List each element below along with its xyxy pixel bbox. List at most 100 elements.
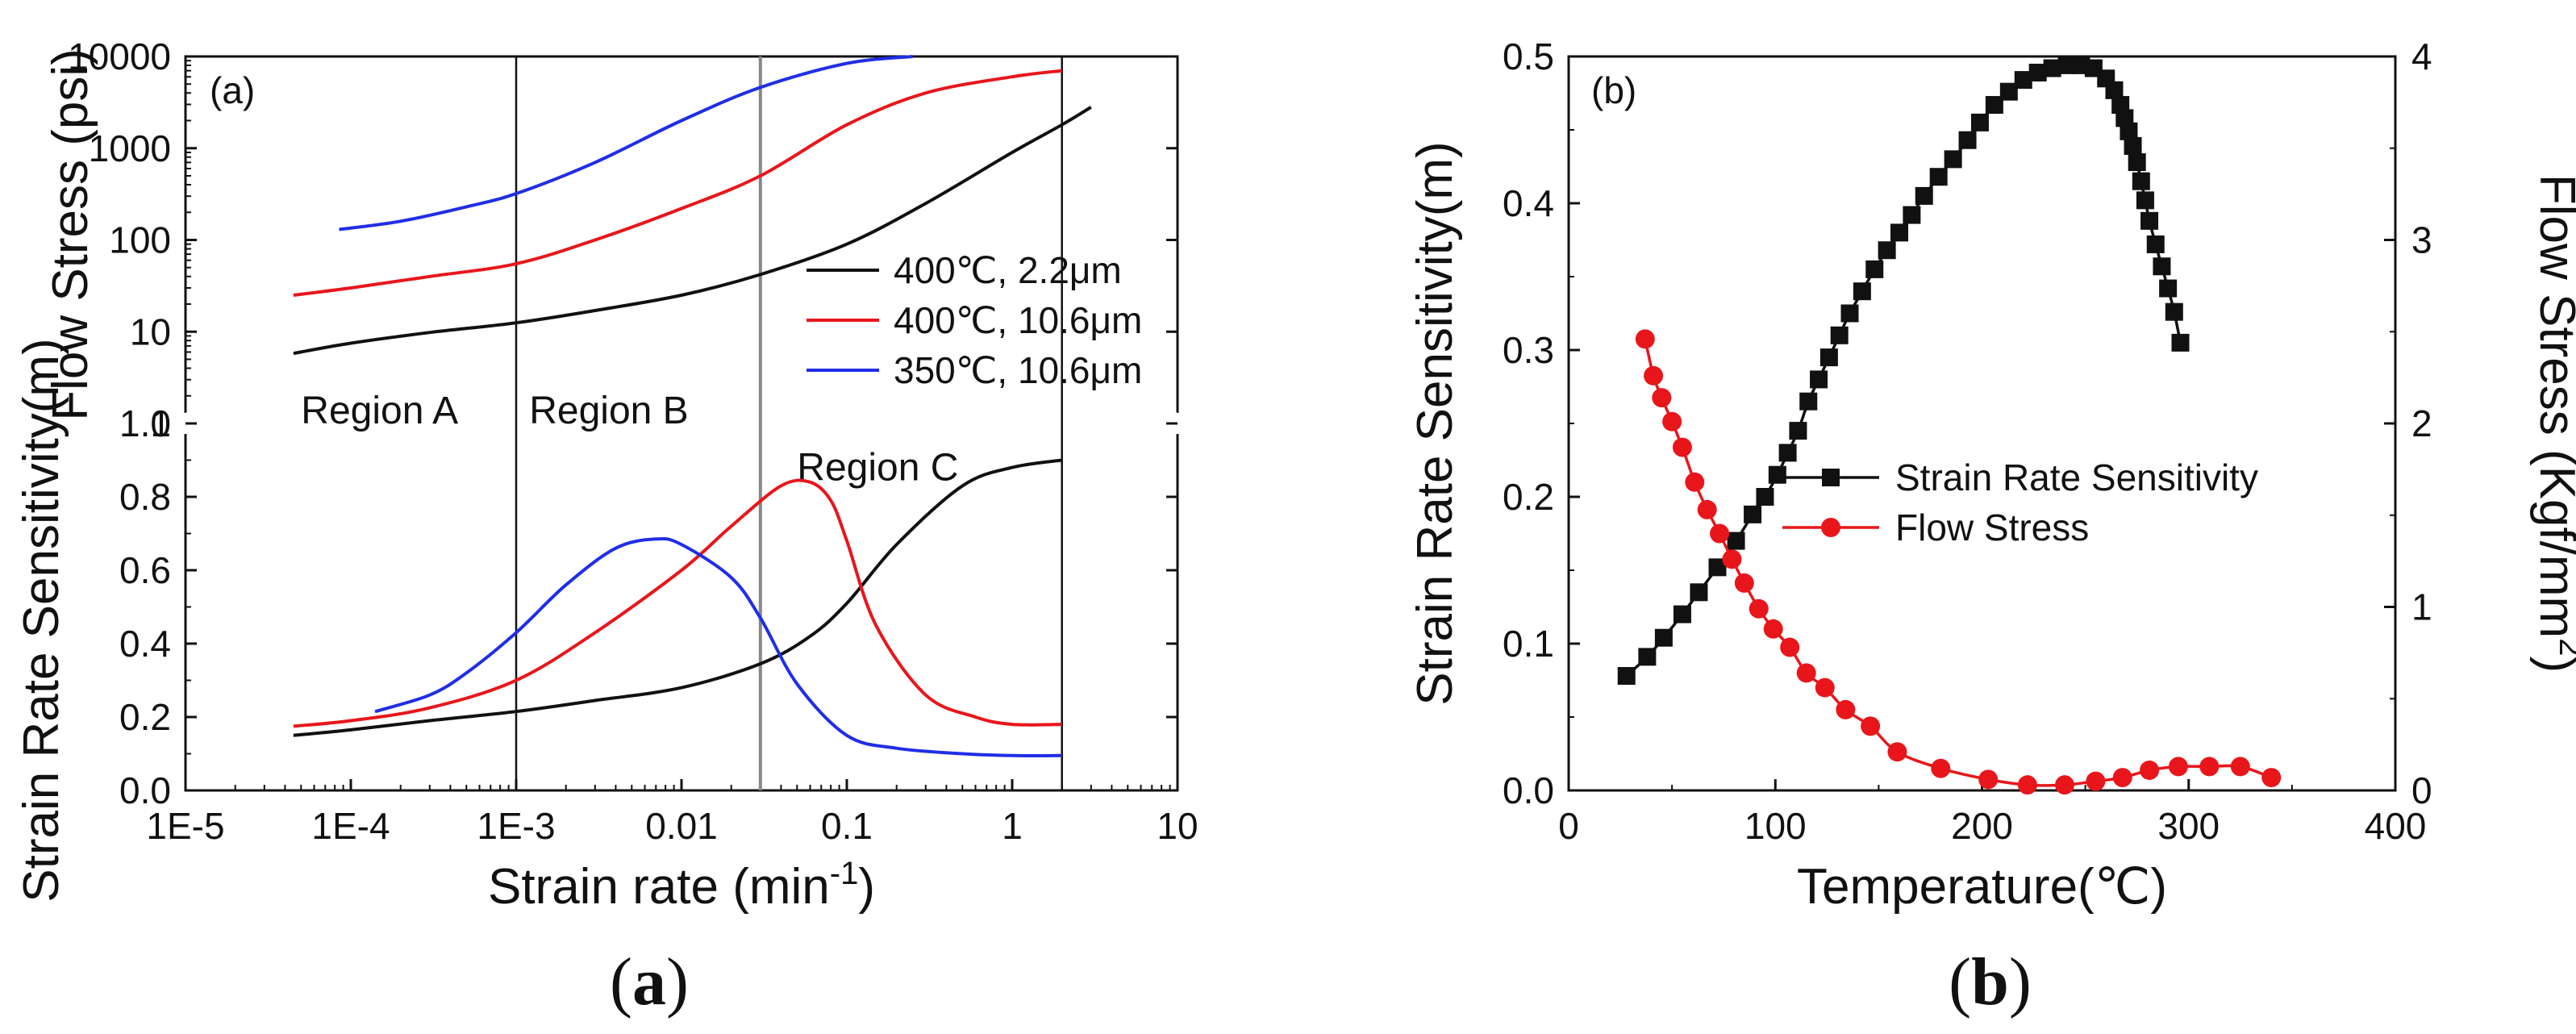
srs-point-30 (2028, 64, 2047, 82)
flow-stress-point-11 (1763, 619, 1783, 639)
legend-b-marker-0 (1822, 469, 1840, 486)
caption-a: (a) (610, 944, 689, 1019)
srs-point-16 (1840, 304, 1859, 323)
region-label-0: Region A (301, 390, 458, 432)
x-tick-label-b-4: 400 (2365, 805, 2427, 847)
right-y-axis-title-text: Flow Stress (Kgf/mm (2529, 174, 2576, 638)
flow-stress-point-5 (1685, 472, 1705, 492)
srs-point-5 (1708, 558, 1727, 577)
srs-point-28 (1999, 82, 2018, 101)
flow-stress-point-10 (1749, 598, 1769, 619)
srs-point-6 (1727, 532, 1745, 550)
left-y-tick-label-4: 0.4 (1503, 182, 1554, 224)
right-y-axis-title-close: ) (2529, 656, 2576, 673)
x-axis-title-a-close: ) (858, 859, 875, 915)
srs-point-14 (1819, 348, 1838, 367)
srs-line-1 (293, 478, 1062, 728)
srs-point-44 (2140, 211, 2159, 230)
srs-point-49 (2171, 333, 2190, 352)
flow-stress-point-24 (2140, 760, 2160, 780)
legend-a-label-2: 350℃, 10.6μm (894, 349, 1142, 391)
x-axis-title-a: Strain rate (min-1) (488, 856, 875, 915)
region-label-2: Region C (797, 447, 958, 490)
right-y-axis-title-sup: 2 (2553, 638, 2576, 656)
x-tick-label-0: 1E-5 (146, 805, 224, 847)
caption-b-letter: b (1971, 944, 2009, 1019)
flow-stress-point-19 (1978, 769, 1999, 790)
srs-point-18 (1865, 260, 1884, 278)
flow-stress-line-2 (339, 55, 913, 231)
top-y-tick-label-2: 100 (109, 219, 171, 261)
srs-point-26 (1970, 113, 1989, 131)
right-y-tick-label-3: 3 (2411, 219, 2432, 261)
caption-b-close: ) (2009, 944, 2032, 1019)
bottom-y-tick-label-1: 0.2 (119, 696, 171, 738)
srs-point-1 (1638, 648, 1657, 666)
flow-stress-point-6 (1697, 499, 1717, 519)
bottom-y-tick-label-2: 0.4 (119, 623, 171, 665)
right-y-tick-label-2: 2 (2411, 402, 2432, 444)
srs-point-48 (2165, 302, 2183, 321)
x-tick-label-b-0: 0 (1558, 805, 1579, 847)
flow-stress-point-28 (2261, 768, 2282, 788)
flow-stress-point-0 (1635, 329, 1655, 349)
srs-point-32 (2057, 56, 2076, 74)
flow-stress-line-0 (293, 106, 1092, 356)
flow-stress-point-26 (2199, 757, 2220, 777)
legend-a-label-1: 400℃, 10.6μm (894, 299, 1142, 341)
srs-point-42 (2132, 172, 2150, 190)
srs-point-3 (1673, 605, 1691, 623)
srs-point-15 (1830, 326, 1849, 344)
flow-stress-point-27 (2230, 757, 2250, 777)
flow-stress-point-23 (2112, 768, 2132, 788)
x-tick-label-5: 1 (1002, 805, 1023, 847)
srs-point-9 (1768, 465, 1786, 484)
right-y-axis-title: Flow Stress (Kgf/mm2) (2529, 174, 2576, 673)
left-y-tick-label-1: 0.1 (1503, 623, 1554, 665)
srs-point-19 (1878, 241, 1896, 260)
bottom-y-tick-label-4: 0.8 (119, 476, 171, 518)
top-y-tick-label-1: 10 (130, 311, 171, 352)
x-tick-label-3: 0.01 (645, 805, 718, 847)
flow-stress-point-3 (1662, 411, 1682, 432)
right-y-tick-label-1: 1 (2411, 586, 2432, 628)
srs-point-25 (1958, 131, 1977, 149)
srs-point-20 (1890, 223, 1908, 242)
x-tick-label-1: 1E-4 (311, 805, 390, 847)
flow-stress-point-13 (1796, 663, 1816, 683)
left-y-tick-label-5: 0.5 (1503, 35, 1554, 77)
legend-a-label-0: 400℃, 2.2μm (894, 249, 1122, 291)
legend-b-label-0: Strain Rate Sensitivity (1895, 457, 2258, 498)
srs-point-13 (1810, 370, 1828, 389)
x-axis-title-b: Temperature(℃) (1797, 859, 2167, 915)
flow-stress-point-1 (1644, 365, 1664, 386)
flow-stress-point-9 (1734, 573, 1754, 593)
srs-point-29 (2014, 71, 2032, 90)
flow-stress-point-25 (2168, 757, 2188, 777)
srs-point-21 (1903, 206, 1921, 224)
srs-point-45 (2146, 235, 2165, 253)
srs-point-23 (1929, 168, 1948, 186)
top-y-tick-label-4: 10000 (68, 35, 171, 77)
flow-stress-point-16 (1861, 716, 1881, 736)
region-label-1: Region B (529, 390, 688, 432)
caption-a-close: ) (666, 944, 689, 1019)
srs-point-36 (2105, 81, 2124, 99)
right-y-tick-label-0: 0 (2411, 769, 2432, 811)
srs-point-7 (1744, 505, 1762, 523)
flow-stress-point-18 (1931, 758, 1951, 778)
flow-stress-point-20 (2017, 775, 2037, 795)
panel-b-tag: (b) (1591, 69, 1636, 111)
x-tick-label-2: 1E-3 (477, 805, 555, 847)
bottom-y-tick-label-0: 0.0 (119, 769, 171, 811)
left-y-tick-label-3: 0.3 (1503, 329, 1554, 371)
srs-point-27 (1985, 96, 2003, 115)
flow-stress-point-14 (1815, 678, 1835, 698)
x-axis-title-a-text: Strain rate (min (488, 859, 830, 915)
left-y-tick-label-0: 0.0 (1503, 769, 1554, 811)
flow-stress-point-7 (1710, 523, 1730, 544)
series-line-b-0 (1625, 63, 2182, 678)
srs-point-24 (1944, 150, 1962, 169)
srs-point-41 (2128, 153, 2146, 172)
